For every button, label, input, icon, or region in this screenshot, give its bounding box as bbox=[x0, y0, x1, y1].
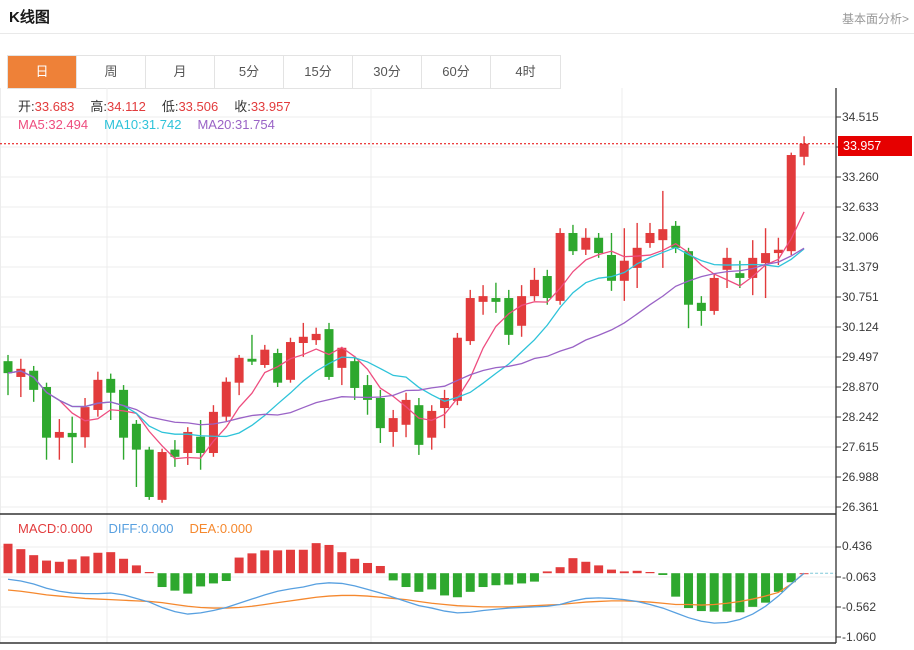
ohlc-label: 开: bbox=[18, 99, 35, 114]
interval-tabbar: 日周月 5分 15分 30分 60分 4时 bbox=[7, 55, 561, 89]
price-axis-tick: 26.988 bbox=[842, 470, 879, 484]
fundamental-analysis-link[interactable]: 基本面分析> bbox=[841, 12, 909, 26]
ohlc-value: 34.112 bbox=[107, 99, 146, 114]
ohlc-item: 收:33.957 bbox=[234, 99, 290, 114]
price-axis-tick: 28.242 bbox=[842, 410, 879, 424]
price-axis-tick: 32.633 bbox=[842, 200, 879, 214]
macd-axis-tick: -0.063 bbox=[842, 570, 877, 584]
interval-tab-4[interactable]: 5分 bbox=[215, 56, 284, 88]
price-axis-tick: 28.870 bbox=[842, 380, 879, 394]
kline-chart-canvas[interactable] bbox=[0, 88, 914, 650]
ma-label: MA20: bbox=[197, 117, 236, 132]
ma-indicator-row: MA5:32.494 MA10:31.742 MA20:31.754 bbox=[18, 117, 291, 132]
price-axis-tick: 27.615 bbox=[842, 440, 879, 454]
current-price-badge: 33.957 bbox=[838, 136, 912, 156]
ohlc-label: 收: bbox=[234, 99, 251, 114]
macd-axis-tick: -0.562 bbox=[842, 600, 877, 614]
ohlc-item: 低:33.506 bbox=[162, 99, 218, 114]
macd-value: 0.000 bbox=[140, 521, 174, 536]
ohlc-label: 低: bbox=[161, 99, 179, 114]
price-axis-tick: 33.260 bbox=[842, 170, 879, 184]
title-divider bbox=[0, 33, 914, 34]
ma-value: 31.742 bbox=[141, 117, 182, 132]
ma-item: MA10:31.742 bbox=[104, 117, 181, 132]
macd-item: DIFF:0.000 bbox=[108, 521, 173, 536]
price-axis-tick: 29.497 bbox=[842, 350, 879, 364]
interval-tab-7[interactable]: 60分 bbox=[422, 56, 491, 88]
ohlc-value: 33.957 bbox=[250, 99, 291, 114]
macd-value: 0.000 bbox=[59, 521, 93, 536]
ohlc-item: 高:34.112 bbox=[90, 99, 145, 114]
macd-label: DIFF: bbox=[108, 521, 141, 536]
interval-tab-1[interactable]: 日 bbox=[8, 56, 77, 88]
macd-label: DEA: bbox=[189, 521, 220, 536]
price-axis-tick: 30.124 bbox=[842, 320, 879, 334]
ma-item: MA5:32.494 bbox=[18, 117, 88, 132]
ohlc-item: 开:33.683 bbox=[18, 99, 74, 114]
ma-label: MA5: bbox=[18, 117, 49, 132]
macd-value: 0.000 bbox=[219, 521, 253, 536]
price-axis-tick: 26.361 bbox=[842, 500, 879, 514]
interval-tab-6[interactable]: 30分 bbox=[353, 56, 422, 88]
interval-tab-2[interactable]: 周 bbox=[77, 56, 146, 88]
macd-axis-tick: 0.436 bbox=[842, 539, 873, 553]
interval-tab-5[interactable]: 15分 bbox=[284, 56, 353, 88]
ohlc-value: 33.506 bbox=[178, 99, 219, 114]
ma-value: 31.754 bbox=[235, 117, 275, 132]
price-axis-tick: 32.006 bbox=[842, 230, 879, 244]
ma-label: MA10: bbox=[104, 117, 142, 132]
price-axis-tick: 31.379 bbox=[842, 260, 879, 274]
price-axis-tick: 34.515 bbox=[842, 110, 879, 124]
price-axis-tick: 30.751 bbox=[842, 290, 879, 304]
interval-tab-8[interactable]: 4时 bbox=[515, 64, 536, 79]
ohlc-label: 高: bbox=[90, 99, 108, 114]
ma-value: 32.494 bbox=[48, 117, 89, 132]
macd-axis-tick: -1.060 bbox=[842, 630, 877, 644]
macd-item: MACD:0.000 bbox=[18, 521, 92, 536]
page-title: K线图 bbox=[9, 9, 50, 26]
ma-item: MA20:31.754 bbox=[197, 117, 274, 132]
interval-tab-3[interactable]: 月 bbox=[146, 56, 215, 88]
macd-indicator-row: MACD:0.000 DIFF:0.000 DEA:0.000 bbox=[18, 521, 268, 536]
macd-label: MACD: bbox=[18, 521, 60, 536]
ohlc-value: 33.683 bbox=[34, 99, 75, 114]
macd-item: DEA:0.000 bbox=[189, 521, 252, 536]
ohlc-indicator-row: 开:33.683 高:34.112 低:33.506 收:33.957 bbox=[18, 96, 307, 115]
